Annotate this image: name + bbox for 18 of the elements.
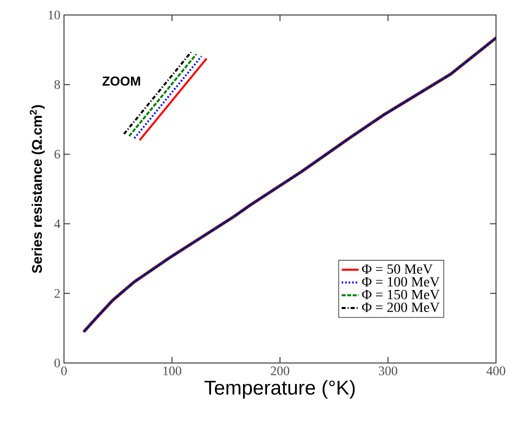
y-axis-title: Series resistance (Ω.cm$^{2}$) [30,105,45,274]
y-tick-label: 2 [54,289,60,298]
legend-label: Φ = 200 MeV [362,302,440,312]
x-tick-label: 200 [270,366,290,376]
legend-label: Φ = 150 MeV [362,290,440,300]
x-tick-label: 400 [486,366,506,376]
y-tick-label: 4 [54,220,60,228]
y-tick-label: 10 [48,10,60,20]
legend-label: Φ = 100 MeV [362,277,440,287]
x-tick-label: 300 [378,366,398,376]
x-tick-label: 0 [61,366,67,376]
y-tick-label: 8 [54,80,60,89]
annotation: ZOOM [102,76,140,86]
x-tick-label: 100 [163,366,182,376]
x-axis-title: Temperature (°K) [204,380,355,399]
y-tick-label: 6 [54,150,60,159]
y-tick-label: 0 [54,358,60,368]
legend-label: Φ = 50 MeV [362,264,433,274]
